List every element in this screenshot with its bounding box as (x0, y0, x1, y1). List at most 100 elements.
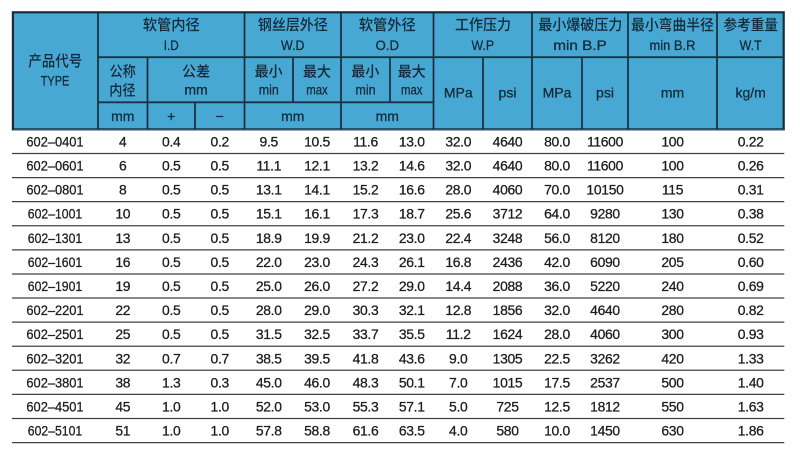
svg-text:12.5: 12.5 (544, 398, 570, 414)
svg-text:25: 25 (115, 326, 130, 342)
svg-text:1624: 1624 (493, 326, 523, 342)
svg-text:26.0: 26.0 (304, 278, 330, 294)
svg-text:1015: 1015 (493, 374, 523, 390)
svg-text:18.9: 18.9 (256, 230, 282, 246)
svg-text:1.0: 1.0 (162, 423, 181, 439)
svg-text:13.2: 13.2 (353, 158, 379, 174)
svg-text:32.5: 32.5 (304, 326, 330, 342)
svg-text:4640: 4640 (493, 133, 523, 149)
svg-text:kg/m: kg/m (735, 85, 765, 101)
svg-text:3248: 3248 (493, 230, 523, 246)
svg-text:28.0: 28.0 (256, 302, 282, 318)
svg-text:4.0: 4.0 (449, 423, 468, 439)
svg-text:45.0: 45.0 (256, 374, 282, 390)
svg-text:1305: 1305 (493, 350, 523, 366)
svg-text:56.0: 56.0 (544, 230, 570, 246)
svg-text:9280: 9280 (590, 206, 620, 222)
svg-text:26.1: 26.1 (399, 254, 425, 270)
svg-text:45: 45 (115, 398, 130, 414)
svg-text:1856: 1856 (493, 302, 523, 318)
svg-text:36.0: 36.0 (544, 278, 570, 294)
svg-text:602–2201: 602–2201 (26, 302, 83, 318)
svg-text:4: 4 (119, 133, 127, 149)
svg-text:W.T: W.T (740, 37, 762, 53)
svg-text:300: 300 (661, 326, 684, 342)
svg-text:13: 13 (115, 230, 130, 246)
svg-text:115: 115 (662, 182, 684, 198)
svg-text:0.5: 0.5 (162, 278, 181, 294)
svg-text:0.2: 0.2 (211, 133, 230, 149)
svg-text:10150: 10150 (586, 182, 624, 198)
svg-text:7.0: 7.0 (449, 374, 468, 390)
svg-text:48.3: 48.3 (353, 374, 379, 390)
svg-text:0.82: 0.82 (738, 302, 764, 318)
svg-text:25.6: 25.6 (445, 206, 471, 222)
svg-text:0.5: 0.5 (211, 158, 230, 174)
svg-text:3262: 3262 (590, 350, 620, 366)
svg-text:4060: 4060 (590, 326, 620, 342)
svg-text:46.0: 46.0 (304, 374, 330, 390)
svg-text:max: max (306, 82, 328, 98)
svg-text:500: 500 (661, 374, 684, 390)
svg-text:0.93: 0.93 (738, 326, 764, 342)
svg-text:100: 100 (661, 133, 684, 149)
svg-text:33.7: 33.7 (353, 326, 379, 342)
svg-text:1450: 1450 (590, 423, 620, 439)
svg-text:mm: mm (376, 108, 399, 124)
svg-text:80.0: 80.0 (544, 158, 570, 174)
svg-text:19: 19 (115, 278, 130, 294)
svg-text:1.63: 1.63 (738, 398, 764, 414)
svg-text:min B.P: min B.P (553, 37, 607, 53)
svg-text:0.4: 0.4 (162, 133, 181, 149)
svg-text:205: 205 (661, 254, 684, 270)
svg-text:4640: 4640 (590, 302, 620, 318)
svg-text:0.7: 0.7 (211, 350, 230, 366)
svg-text:27.2: 27.2 (353, 278, 379, 294)
svg-text:2537: 2537 (590, 374, 620, 390)
svg-text:0.7: 0.7 (162, 350, 181, 366)
svg-text:mm: mm (184, 82, 207, 98)
svg-text:0.5: 0.5 (162, 182, 181, 198)
svg-text:psi: psi (499, 85, 517, 101)
svg-text:−: − (216, 108, 224, 124)
svg-text:0.5: 0.5 (162, 206, 181, 222)
svg-text:10.5: 10.5 (304, 133, 330, 149)
svg-text:1.3: 1.3 (162, 374, 181, 390)
svg-text:5220: 5220 (590, 278, 620, 294)
svg-text:16.6: 16.6 (399, 182, 425, 198)
svg-text:O.D: O.D (376, 37, 400, 53)
svg-text:43.6: 43.6 (399, 350, 425, 366)
svg-text:0.5: 0.5 (162, 158, 181, 174)
svg-text:602–1001: 602–1001 (28, 206, 83, 222)
svg-text:42.0: 42.0 (544, 254, 570, 270)
svg-text:0.26: 0.26 (738, 158, 764, 174)
svg-text:0.5: 0.5 (211, 302, 230, 318)
svg-text:1.0: 1.0 (162, 398, 181, 414)
svg-text:0.3: 0.3 (211, 374, 230, 390)
svg-text:31.5: 31.5 (256, 326, 282, 342)
svg-text:32: 32 (115, 350, 130, 366)
svg-text:15.1: 15.1 (256, 206, 282, 222)
svg-text:0.5: 0.5 (211, 206, 230, 222)
svg-text:0.5: 0.5 (211, 278, 230, 294)
svg-text:100: 100 (661, 158, 684, 174)
svg-text:35.5: 35.5 (399, 326, 425, 342)
svg-text:180: 180 (661, 230, 684, 246)
svg-text:23.0: 23.0 (304, 254, 330, 270)
svg-text:50.1: 50.1 (399, 374, 425, 390)
svg-text:0.5: 0.5 (162, 302, 181, 318)
svg-text:16: 16 (115, 254, 130, 270)
svg-text:57.8: 57.8 (256, 423, 282, 439)
svg-text:9.5: 9.5 (260, 133, 279, 149)
svg-text:30.3: 30.3 (353, 302, 379, 318)
svg-text:5.0: 5.0 (449, 398, 468, 414)
svg-text:1.0: 1.0 (211, 398, 230, 414)
svg-text:29.0: 29.0 (399, 278, 425, 294)
svg-text:mm: mm (661, 85, 684, 101)
svg-text:mm: mm (281, 108, 304, 124)
svg-text:max: max (401, 82, 423, 98)
svg-text:602–1601: 602–1601 (28, 254, 83, 270)
svg-text:0.31: 0.31 (738, 182, 764, 198)
svg-text:22.5: 22.5 (544, 350, 570, 366)
svg-text:0.22: 0.22 (738, 133, 764, 149)
